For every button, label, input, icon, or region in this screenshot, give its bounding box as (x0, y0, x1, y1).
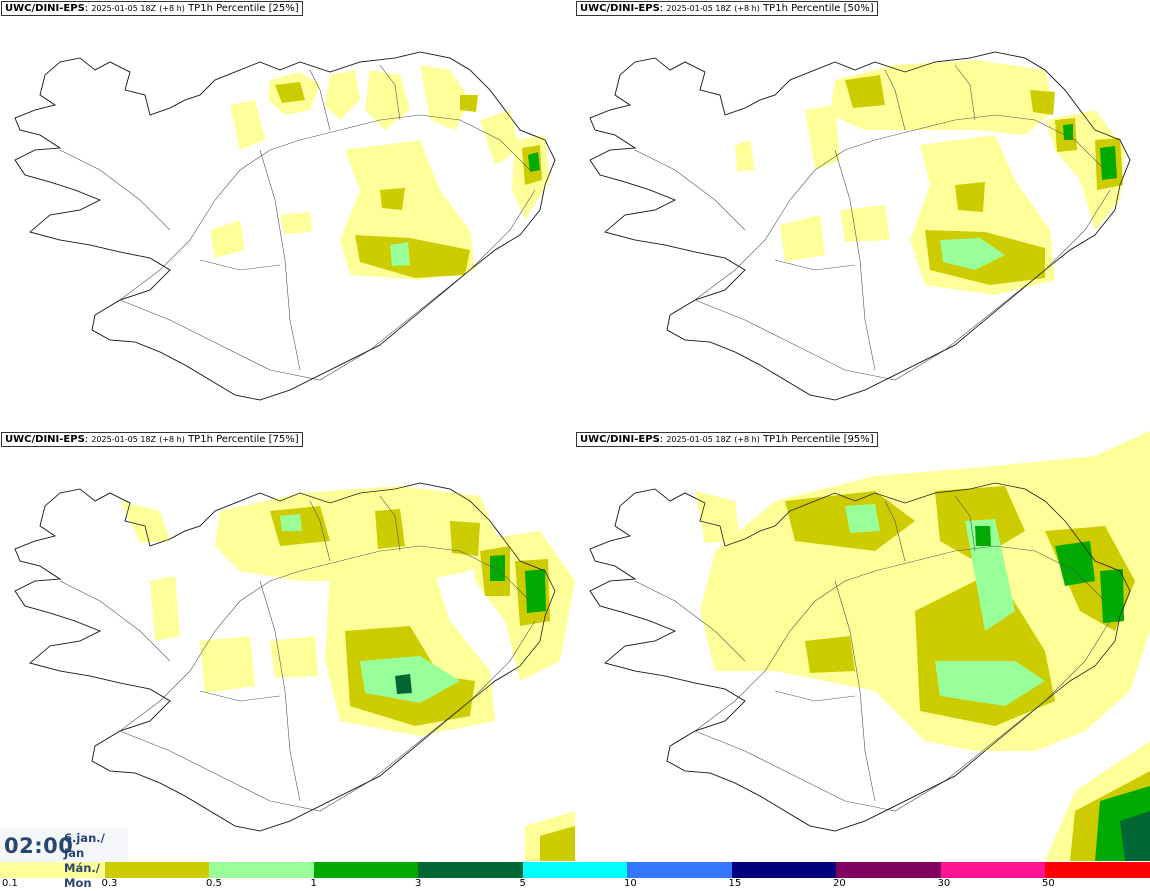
colorbar-swatch (940, 862, 1046, 878)
colorbar-swatch (104, 862, 210, 878)
valid-time-box: 02:00 6.jan./ Jan Mán./ Mon (0, 828, 128, 890)
precip-map (589, 51, 1131, 401)
precip-shading (210, 65, 550, 280)
precip-colorbar: 0.1 0.3 0.5 1 3 5 10 15 20 30 50 (0, 862, 1150, 891)
precip-shading (735, 60, 1125, 295)
panel-title: UWC/DINI-EPS: 2025-01-05 18Z (+8 h) TP1h… (1, 432, 303, 447)
map-panel-p50: UWC/DINI-EPS: 2025-01-05 18Z (+8 h) TP1h… (575, 0, 1150, 430)
panel-title: UWC/DINI-EPS: 2025-01-05 18Z (+8 h) TP1h… (576, 432, 878, 447)
colorbar-swatch (0, 862, 106, 878)
valid-date: 6.jan./ Jan Mán./ Mon (64, 831, 128, 891)
colorbar-swatch (418, 862, 524, 878)
panel-title: UWC/DINI-EPS: 2025-01-05 18Z (+8 h) TP1h… (576, 1, 878, 16)
map-panel-p95: UWC/DINI-EPS: 2025-01-05 18Z (+8 h) TP1h… (575, 431, 1150, 861)
colorbar-tick-label: 0.3 (101, 878, 118, 889)
precip-shading (695, 431, 1150, 861)
colorbar-tick-label: 0.1 (2, 878, 18, 889)
colorbar-tick-label: 3 (415, 878, 422, 889)
valid-date-line1: 6.jan./ Jan (64, 831, 105, 860)
map-panel-p75: UWC/DINI-EPS: 2025-01-05 18Z (+8 h) TP1h… (0, 431, 575, 861)
precip-map (589, 431, 1150, 861)
colorbar-tick-label: 30 (937, 878, 951, 889)
precip-map (14, 51, 556, 401)
colorbar-swatch (313, 862, 419, 878)
colorbar-swatch (627, 862, 733, 878)
map-panel-p25: UWC/DINI-EPS: 2025-01-05 18Z (+8 h) TP1h… (0, 0, 575, 430)
precip-shading (120, 486, 575, 861)
colorbar-swatch (209, 862, 315, 878)
colorbar-swatch (731, 862, 837, 878)
colorbar-tick-label: 15 (728, 878, 742, 889)
colorbar-swatch (836, 862, 942, 878)
colorbar-tick-label: 20 (833, 878, 846, 889)
colorbar-tick-label: 1 (310, 878, 317, 889)
colorbar-tick-label: 5 (519, 878, 526, 889)
colorbar-swatch (1045, 862, 1150, 878)
panel-title: UWC/DINI-EPS: 2025-01-05 18Z (+8 h) TP1h… (1, 1, 303, 16)
colorbar-tick-label: 10 (624, 878, 637, 889)
valid-date-line2: Mán./ Mon (64, 861, 100, 890)
valid-time: 02:00 (4, 834, 74, 858)
colorbar-tick-label: 0.5 (206, 878, 222, 889)
colorbar-tick-label: 50 (1042, 878, 1055, 889)
colorbar-swatch (522, 862, 628, 878)
precip-map (14, 482, 575, 861)
